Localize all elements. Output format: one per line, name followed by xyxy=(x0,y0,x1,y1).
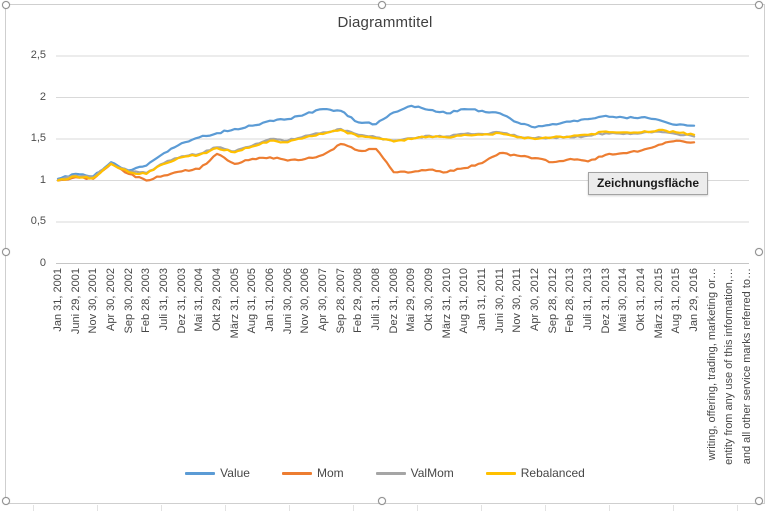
legend-item-valmom[interactable]: ValMom xyxy=(375,466,454,480)
spreadsheet-column-line xyxy=(97,505,98,511)
series-line-rebalanced[interactable] xyxy=(56,128,696,182)
selection-handle-top-right[interactable] xyxy=(755,1,763,9)
x-axis-tick-label: März 31, 2005 xyxy=(228,268,241,339)
legend-item-rebalanced[interactable]: Rebalanced xyxy=(485,466,585,480)
x-axis-tick-label: Juni 30, 2006 xyxy=(281,268,294,335)
x-axis-tick-label: Aug 31, 2015 xyxy=(670,268,683,334)
x-axis-tick-label: Dez 31, 2008 xyxy=(387,268,400,334)
x-axis-tick-label: Mai 30, 2014 xyxy=(617,268,630,332)
spreadsheet-column-line xyxy=(161,505,162,511)
spreadsheet-column-line xyxy=(545,505,546,511)
x-axis-tick-label: Juli 31, 2013 xyxy=(582,268,595,331)
x-axis-disclaimer-label: writing, offering, trading, marketing or… xyxy=(705,268,718,461)
y-axis-tick-label: 2 xyxy=(39,90,46,103)
series-line-mom[interactable] xyxy=(56,139,696,182)
legend-label: ValMom xyxy=(410,466,454,480)
x-axis-tick-label: Nov 30, 2006 xyxy=(299,268,312,334)
selection-handle-middle-right[interactable] xyxy=(755,248,763,256)
spreadsheet-column-line xyxy=(417,505,418,511)
legend-label: Mom xyxy=(316,466,344,480)
x-axis-tick-label: Sep 30, 2002 xyxy=(122,268,135,334)
x-axis-tick-label: Apr 30, 2012 xyxy=(529,268,542,331)
y-axis-tick-label: 1,5 xyxy=(30,132,46,144)
spreadsheet-column-line xyxy=(225,505,226,511)
selection-handle-bottom-center[interactable] xyxy=(378,497,386,505)
legend-line-swatch xyxy=(485,471,516,475)
x-axis-tick-label: Jan 29, 2016 xyxy=(688,268,701,332)
legend-item-mom[interactable]: Mom xyxy=(281,466,344,480)
chart-legend[interactable]: Value Mom ValMom Rebalanced xyxy=(6,466,764,480)
spreadsheet-column-line xyxy=(481,505,482,511)
x-axis-disclaimer-label: entity from any use of this information,… xyxy=(723,268,736,465)
x-axis-tick-label: Dez 31, 2013 xyxy=(599,268,612,334)
legend-line-swatch xyxy=(375,471,406,475)
spreadsheet-column-line xyxy=(33,505,34,511)
x-axis-tick-label: Mai 31, 2004 xyxy=(193,268,206,332)
y-axis-tick-label: 0,5 xyxy=(30,215,46,227)
selection-handle-bottom-left[interactable] xyxy=(2,497,10,505)
y-axis-tick-label: 2,5 xyxy=(30,49,46,61)
chart-title[interactable]: Diagrammtitel xyxy=(337,14,433,31)
spreadsheet-column-line xyxy=(673,505,674,511)
x-axis-tick-label: Jan 31, 2006 xyxy=(264,268,277,332)
legend-item-value[interactable]: Value xyxy=(185,466,250,480)
y-axis-tick-label: 1 xyxy=(39,173,46,186)
selection-handle-middle-left[interactable] xyxy=(2,248,10,256)
spreadsheet-column-line xyxy=(289,505,290,511)
chart-area[interactable]: Diagrammtitel 2,5 2 1,5 1 0,5 0 Jan 31, 2001 J… xyxy=(2,1,766,505)
x-axis-tick-label: Juni 30, 2011 xyxy=(493,268,506,334)
x-axis-tick-label: März 31, 2015 xyxy=(652,268,665,339)
x-axis-tick-label: Sep 28, 2007 xyxy=(334,268,347,334)
x-axis-tick-label: Nov 30, 2011 xyxy=(511,268,524,333)
plot-area-tooltip: Zeichnungsfläche xyxy=(588,172,709,195)
selection-handle-top-left[interactable] xyxy=(2,1,10,9)
x-axis-tick-label: Juni 29, 2001 xyxy=(69,268,82,335)
x-axis-tick-label: Okt 31, 2014 xyxy=(635,268,648,331)
line-chart-plot[interactable] xyxy=(6,5,766,505)
x-axis-tick-label: Okt 29, 2004 xyxy=(211,268,224,331)
x-axis-tick-label: März 31, 2010 xyxy=(440,268,453,339)
series-line-value[interactable] xyxy=(56,104,696,180)
spreadsheet-column-line xyxy=(353,505,354,511)
x-axis-tick-label: Juli 31, 2008 xyxy=(370,268,383,331)
x-axis-tick-label: Feb 28, 2013 xyxy=(564,268,577,333)
legend-line-swatch xyxy=(185,471,216,475)
legend-label: Value xyxy=(220,466,250,480)
x-axis-tick-label: Mai 29, 2009 xyxy=(405,268,418,332)
x-axis-tick-label: Apr 30, 2007 xyxy=(317,268,330,331)
x-axis-tick-label: Aug 31, 2005 xyxy=(246,268,259,334)
x-axis-tick-label: Sep 28, 2012 xyxy=(546,268,559,334)
x-axis-tick-label: Juli 31, 2003 xyxy=(158,268,171,331)
x-axis-tick-label: Feb 28, 2003 xyxy=(140,268,153,333)
y-axis-tick-label: 0 xyxy=(39,256,46,269)
legend-label: Rebalanced xyxy=(520,466,585,480)
x-axis-tick-label: Apr 30, 2002 xyxy=(105,268,117,331)
x-axis-disclaimer-label: and all other service marks referred to… xyxy=(741,268,754,465)
spreadsheet-column-line xyxy=(737,505,738,511)
x-axis-tick-label: Jan 31, 2011 xyxy=(476,268,489,331)
x-axis-tick-label: Dez 31, 2003 xyxy=(175,268,188,334)
x-axis-tick-label: Nov 30, 2001 xyxy=(87,268,100,334)
selection-handle-bottom-right[interactable] xyxy=(755,497,763,505)
x-axis-tick-label: Jan 31, 2001 xyxy=(52,268,64,332)
x-axis-tick-label: Aug 31, 2010 xyxy=(458,268,471,334)
selection-handle-top-center[interactable] xyxy=(378,1,386,9)
x-axis-tick-label: Okt 30, 2009 xyxy=(423,268,436,331)
legend-line-swatch xyxy=(281,471,312,475)
x-axis-tick-label: Feb 29, 2008 xyxy=(352,268,365,333)
spreadsheet-column-line xyxy=(609,505,610,511)
